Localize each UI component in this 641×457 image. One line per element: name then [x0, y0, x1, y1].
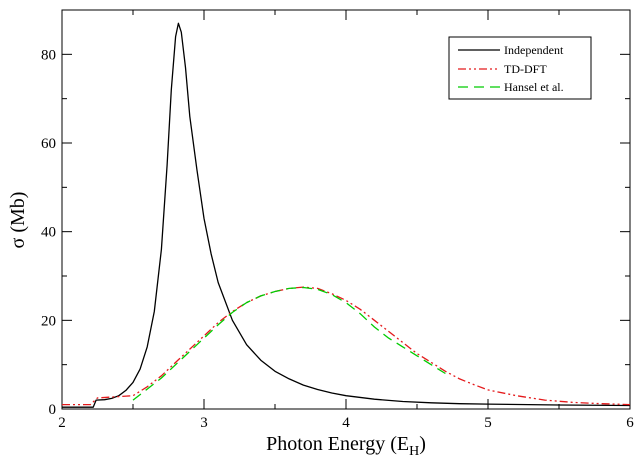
x-axis-title-close: ) [419, 433, 426, 455]
y-tick-label: 0 [49, 402, 57, 418]
y-tick-label: 80 [41, 47, 56, 63]
series-line-td-dft [62, 286, 631, 406]
legend-label-tddft: TD-DFT [504, 62, 547, 76]
x-tick-label: 4 [342, 415, 350, 431]
x-tick-label: 5 [484, 415, 492, 431]
x-tick-label: 6 [626, 415, 634, 431]
legend-label-hansel: Hansel et al. [504, 80, 564, 94]
x-axis-title-subscript: H [409, 444, 419, 457]
y-axis-title: σ (Mb) [7, 192, 29, 249]
y-tick-label: 40 [41, 225, 56, 241]
x-tick-label: 3 [200, 415, 208, 431]
legend-box [448, 36, 592, 100]
x-axis-title: Photon Energy (EH) [266, 433, 426, 457]
series-line-independent [62, 22, 631, 408]
legend: Independent TD-DFT Hansel et al. [448, 36, 592, 100]
y-tick-label: 20 [41, 313, 56, 329]
series-layer [62, 22, 631, 408]
x-tick-label: 2 [58, 415, 66, 431]
legend-label-independent: Independent [504, 43, 564, 57]
y-tick-label: 60 [41, 136, 56, 152]
x-axis-title-main: Photon Energy (E [266, 433, 409, 455]
series-line-hansel-et-al [132, 286, 446, 401]
